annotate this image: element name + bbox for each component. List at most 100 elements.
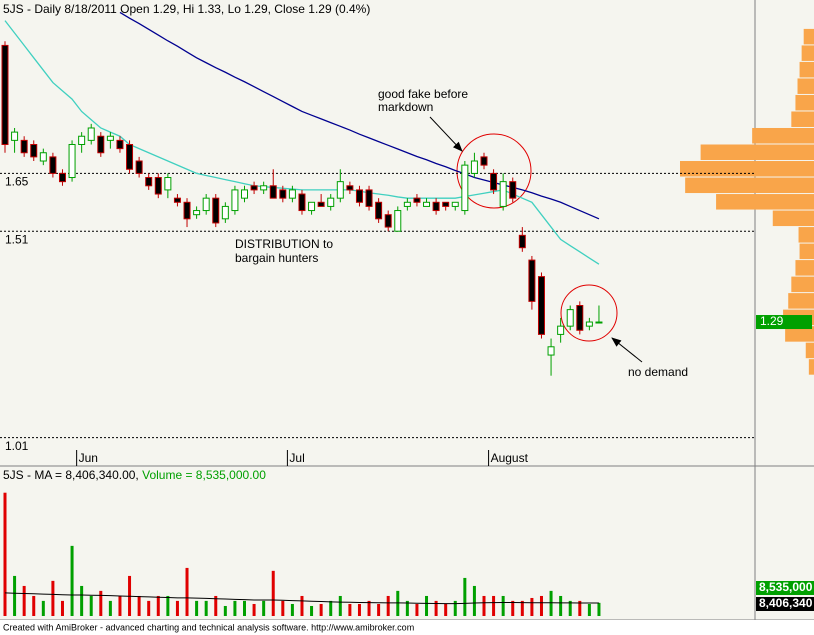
candle-body bbox=[442, 201, 450, 207]
candle-body bbox=[11, 131, 19, 141]
volume-profile-bar bbox=[716, 194, 814, 210]
candle-body bbox=[423, 201, 431, 207]
volume-bar bbox=[377, 603, 381, 616]
candle-body bbox=[97, 135, 105, 154]
candle-body bbox=[279, 189, 287, 199]
volume-bar bbox=[204, 600, 208, 616]
volume-bar bbox=[444, 603, 448, 616]
volume-profile-bar bbox=[805, 342, 814, 359]
candle-body bbox=[403, 201, 411, 207]
volume-profile-bar bbox=[799, 243, 814, 260]
highlight-circle bbox=[560, 284, 618, 342]
volume-bar bbox=[51, 580, 55, 616]
volume-bar bbox=[578, 600, 582, 616]
candle-body bbox=[212, 197, 220, 224]
volume-profile-bar bbox=[791, 111, 814, 127]
arrow bbox=[611, 337, 643, 363]
candle-body bbox=[432, 201, 440, 212]
candle-body bbox=[250, 185, 258, 191]
candle-body bbox=[528, 259, 536, 302]
volume-bar bbox=[338, 595, 342, 616]
volume-bar bbox=[233, 600, 237, 616]
candle-body bbox=[308, 201, 316, 212]
volume-label-box bbox=[756, 581, 814, 595]
volume-bar bbox=[281, 600, 285, 616]
x-tick-label: August bbox=[491, 451, 529, 465]
candle-body bbox=[346, 185, 354, 191]
y-tick-label: 1.01 bbox=[5, 439, 29, 453]
volume-bar bbox=[300, 595, 304, 616]
volume-label: 8,535,000 bbox=[759, 580, 813, 594]
volume-profile-bar bbox=[797, 78, 814, 94]
x-tick-label: Jul bbox=[289, 451, 304, 465]
candle-body bbox=[20, 139, 28, 154]
volume-profile-bar bbox=[803, 28, 814, 45]
candle-body bbox=[183, 201, 191, 220]
candle-body bbox=[260, 185, 268, 191]
volume-bar bbox=[511, 600, 515, 616]
y-tick-label: 1.51 bbox=[5, 232, 29, 246]
candle-body bbox=[585, 321, 593, 327]
volume-bar bbox=[99, 590, 103, 616]
candle-body bbox=[394, 210, 402, 232]
candle-body bbox=[1, 44, 9, 145]
volume-profile-bar bbox=[795, 260, 814, 276]
footer-bg bbox=[0, 620, 814, 635]
annotation: no demand bbox=[628, 365, 688, 379]
volume-ma bbox=[4, 592, 599, 605]
candle-body bbox=[480, 156, 488, 166]
candle-body bbox=[231, 189, 239, 212]
candle-body bbox=[537, 276, 545, 335]
volume-bar bbox=[549, 590, 553, 616]
volume-bar bbox=[482, 595, 486, 616]
volume-bar bbox=[195, 600, 199, 616]
candle-body bbox=[58, 172, 66, 183]
volume-title-volume: Volume = 8,535,000.00 bbox=[142, 468, 266, 482]
candle-body bbox=[461, 164, 469, 212]
annotation: good fake before bbox=[378, 87, 468, 101]
candle-body bbox=[135, 160, 143, 174]
volume-bar bbox=[214, 595, 218, 616]
volume-bar bbox=[271, 570, 275, 616]
last-price-label: 1.29 bbox=[760, 314, 784, 328]
candle-body bbox=[509, 181, 517, 199]
volume-bar bbox=[156, 595, 160, 616]
volume-bar bbox=[108, 600, 112, 616]
candle-body bbox=[384, 214, 392, 228]
volume-bar bbox=[80, 585, 84, 616]
volume-bar bbox=[13, 575, 17, 616]
volume-bar bbox=[175, 600, 179, 616]
candle-body bbox=[193, 210, 201, 216]
volume-bar bbox=[520, 600, 524, 616]
footer: Created with AmiBroker - advanced charti… bbox=[3, 622, 414, 632]
volume-bar bbox=[587, 603, 591, 616]
candle-body bbox=[595, 321, 603, 324]
volume-bar bbox=[472, 585, 476, 616]
candle-body bbox=[451, 201, 459, 207]
y-tick-label: 1.65 bbox=[5, 175, 29, 189]
candle-body bbox=[221, 205, 229, 220]
volume-bar bbox=[425, 595, 429, 616]
arrow bbox=[429, 116, 463, 152]
annotation: bargain hunters bbox=[235, 251, 318, 265]
volume-bar bbox=[568, 600, 572, 616]
candle-body bbox=[470, 160, 478, 174]
volume-bar bbox=[597, 602, 601, 616]
volume-profile-bar bbox=[791, 276, 814, 293]
volume-profile-bar bbox=[799, 61, 814, 78]
volume-bar bbox=[262, 600, 266, 616]
candle-body bbox=[288, 189, 296, 199]
volume-ma-label: 8,406,340 bbox=[759, 596, 813, 610]
candle-body bbox=[576, 305, 584, 331]
volume-profile-bar bbox=[785, 326, 814, 342]
candle-body bbox=[375, 201, 383, 220]
volume-bar bbox=[137, 595, 141, 616]
candle-body bbox=[164, 177, 172, 191]
volume-bar bbox=[147, 600, 151, 616]
candle-body bbox=[566, 309, 574, 327]
volume-profile-bar bbox=[798, 227, 814, 243]
annotation: markdown bbox=[378, 100, 433, 114]
volume-bar bbox=[539, 595, 543, 616]
candle-body bbox=[499, 181, 507, 207]
volume-ma-label-box bbox=[756, 597, 814, 611]
